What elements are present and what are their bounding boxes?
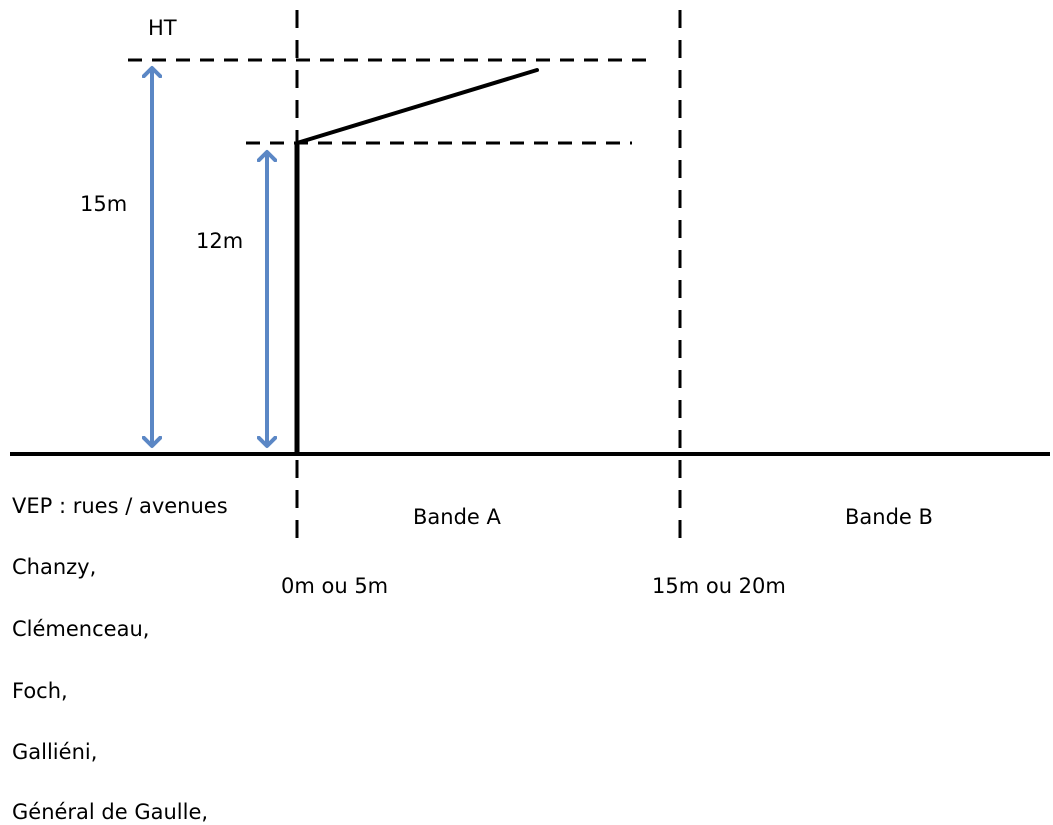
roof-slope — [295, 68, 539, 145]
height-12m-label: 12m — [196, 229, 244, 253]
distance-start-label: 0m ou 5m — [281, 574, 389, 598]
street-general-de-gaulle: Général de Gaulle, — [12, 800, 209, 824]
street-foch: Foch, — [12, 679, 68, 703]
height-15m-label: 15m — [80, 192, 128, 216]
band-b-label: Bande B — [845, 505, 933, 529]
distance-end-label: 15m ou 20m — [652, 574, 786, 598]
street-chanzy: Chanzy, — [12, 555, 97, 579]
band-a-label: Bande A — [413, 505, 501, 529]
vep-title: VEP : rues / avenues — [12, 494, 228, 518]
ht-label: HT — [148, 16, 177, 40]
street-gallieni: Galliéni, — [12, 740, 98, 764]
street-clemenceau: Clémenceau, — [12, 617, 150, 641]
